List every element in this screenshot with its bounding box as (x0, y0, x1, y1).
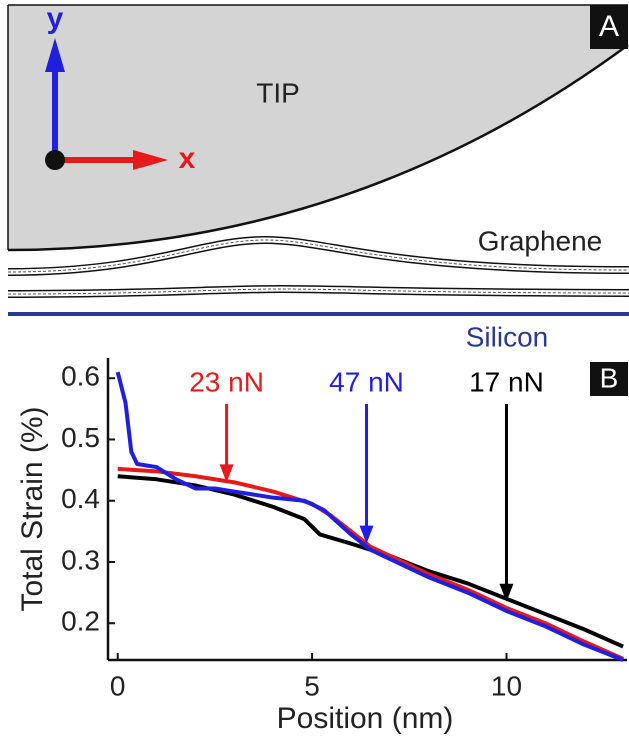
tip-label: TIP (256, 77, 300, 108)
y-axis-label: Total Strain (%) (16, 406, 49, 611)
series-label: 17 nN (469, 366, 544, 397)
annotation-arrow-head (219, 464, 234, 483)
x-tick-label: 0 (110, 670, 126, 701)
tip-edge (7, 43, 629, 252)
y-arrow-head (45, 38, 65, 72)
x-tick-label: 5 (304, 670, 320, 701)
annotation-arrow-head (499, 583, 514, 602)
series-line (117, 474, 624, 649)
panel-label: A (599, 10, 619, 43)
x-axis-symbol: x (179, 142, 196, 175)
panel-label-box (590, 5, 628, 49)
y-tick-label: 0.5 (61, 422, 100, 453)
panel-label-box (590, 362, 628, 396)
silicon-label: Silicon (466, 321, 548, 352)
x-arrow-head (133, 150, 168, 170)
y-tick-label: 0.6 (61, 361, 100, 392)
x-tick-label: 10 (491, 670, 522, 701)
x-axis-label: Position (nm) (277, 702, 454, 735)
series-label: 23 nN (189, 366, 264, 397)
origin-dot (45, 150, 65, 170)
y-tick-label: 0.2 (61, 606, 100, 637)
series-line (117, 466, 624, 661)
graphene-label: Graphene (478, 225, 603, 256)
panel-label: B (600, 362, 619, 393)
graphene-layers (7, 235, 629, 298)
y-tick-label: 0.3 (61, 544, 100, 575)
series-line (115, 371, 624, 662)
y-axis-symbol: y (47, 2, 64, 35)
y-tick-label: 0.4 (61, 483, 100, 514)
annotation-arrow-head (359, 525, 374, 544)
series-label: 47 nN (329, 366, 404, 397)
tip-shape (8, 5, 628, 250)
